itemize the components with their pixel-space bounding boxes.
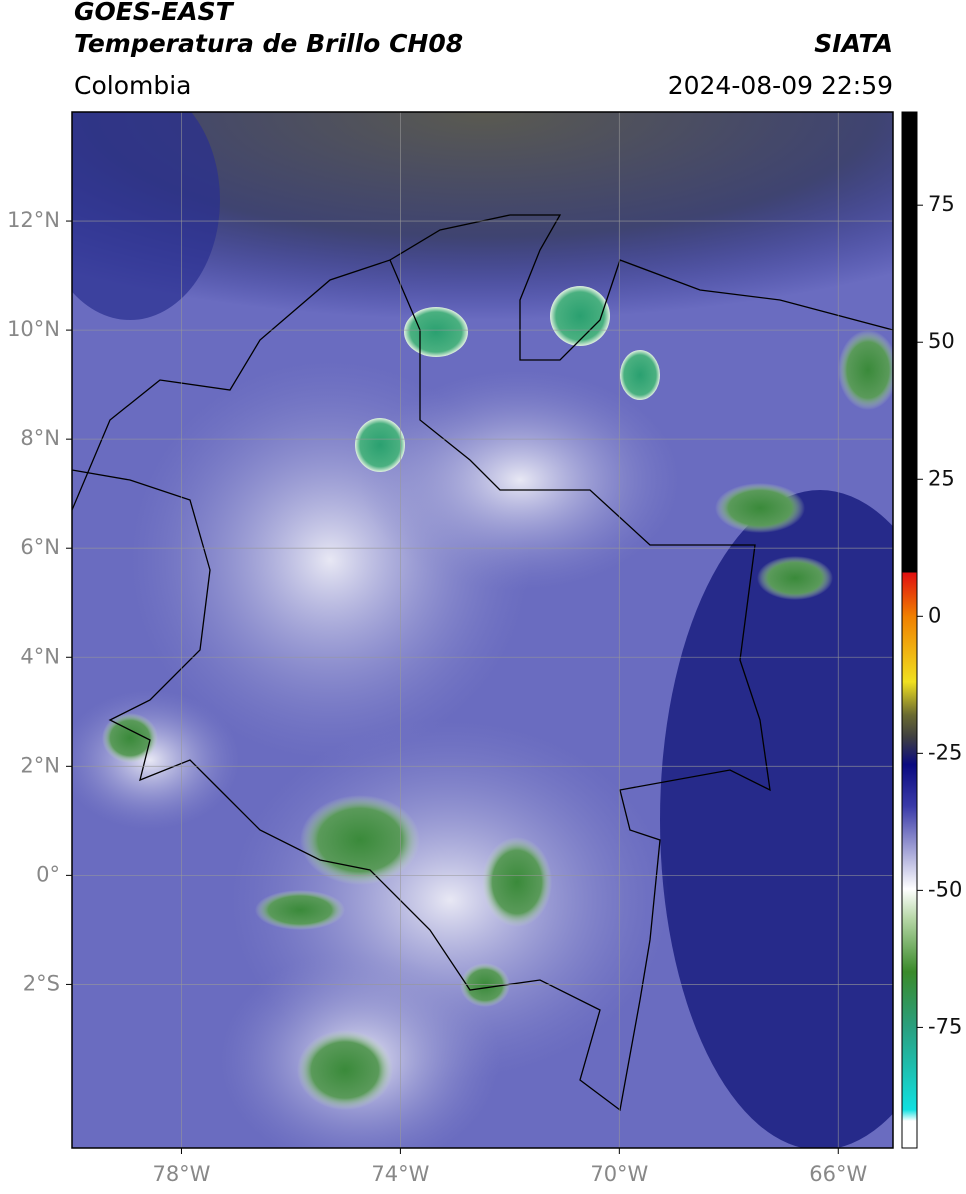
x-tick-label: 70°W — [590, 1162, 648, 1186]
region: Colombia — [74, 71, 191, 100]
y-tick-label: 2°S — [23, 971, 60, 995]
colorbar-tick-label: -75 — [928, 1014, 962, 1038]
x-tick-label: 66°W — [809, 1162, 867, 1186]
graticule — [72, 112, 893, 1148]
colorbar-tick-label: -50 — [928, 877, 962, 901]
source: SIATA — [814, 29, 893, 58]
colorbar-tick-label: 25 — [928, 466, 955, 490]
x-tick-label: 78°W — [152, 1162, 210, 1186]
colorbar-tick-label: 75 — [928, 192, 955, 216]
y-tick-label: 8°N — [20, 426, 60, 450]
colorbar — [901, 111, 918, 1149]
y-tick-label: 6°N — [20, 535, 60, 559]
colorbar-tick-label: 0 — [928, 603, 941, 627]
y-tick-label: 2°N — [20, 753, 60, 777]
y-tick-label: 0° — [36, 862, 60, 886]
y-tick-label: 10°N — [7, 317, 60, 341]
y-tick-label: 4°N — [20, 644, 60, 668]
title: GOES-EAST — [74, 0, 235, 26]
colorbar-tick-label: 50 — [928, 329, 955, 353]
x-tick-label: 74°W — [371, 1162, 429, 1186]
map-frame — [71, 111, 894, 1149]
satellite-image — [72, 112, 893, 1148]
colorbar-tick-label: -25 — [928, 740, 962, 764]
datetime: 2024-08-09 22:59 — [668, 71, 893, 100]
subtitle: Temperatura de Brillo CH08 — [74, 29, 463, 58]
y-tick-label: 12°N — [7, 208, 60, 232]
